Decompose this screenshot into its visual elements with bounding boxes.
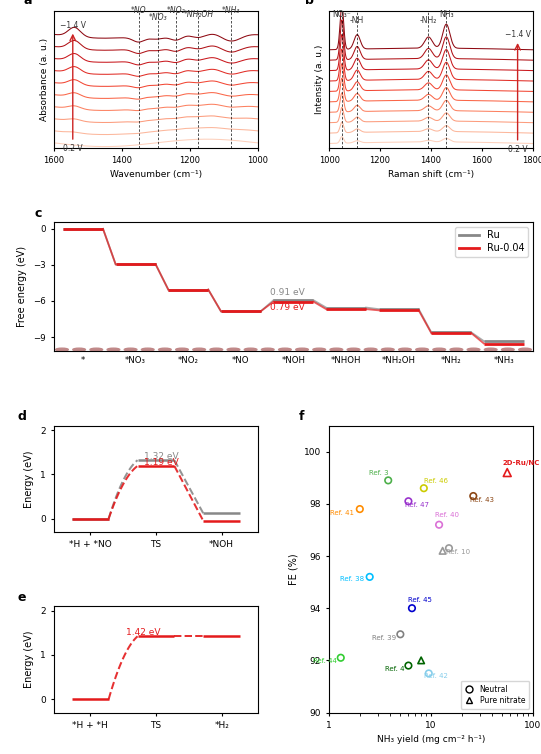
Text: 0.91 eV: 0.91 eV	[270, 288, 305, 297]
Text: a: a	[24, 0, 32, 8]
Text: *NH₃: *NH₃	[221, 6, 240, 15]
Circle shape	[433, 348, 446, 351]
Point	[355, 503, 364, 515]
Text: 0.2 V: 0.2 V	[63, 144, 83, 153]
Text: 0.2 V: 0.2 V	[508, 145, 527, 154]
Text: Ref. 44: Ref. 44	[313, 658, 337, 664]
Text: Ref. 4: Ref. 4	[385, 666, 405, 672]
Text: -NH₂: -NH₂	[420, 16, 437, 25]
Text: *NO₂: *NO₂	[167, 6, 186, 15]
Circle shape	[313, 348, 326, 351]
Circle shape	[484, 348, 497, 351]
Text: 2D-Ru/NC: 2D-Ru/NC	[502, 460, 539, 466]
Point	[396, 628, 405, 640]
Text: Ref. 45: Ref. 45	[408, 597, 432, 603]
Circle shape	[347, 348, 360, 351]
Text: c: c	[35, 207, 42, 219]
Point	[365, 571, 374, 583]
Text: b: b	[305, 0, 314, 8]
Text: 1.42 eV: 1.42 eV	[127, 628, 161, 637]
Point	[404, 495, 413, 507]
Circle shape	[416, 348, 428, 351]
Point	[503, 467, 512, 479]
Point	[419, 482, 428, 494]
X-axis label: NH₃ yield (mg cm⁻² h⁻¹): NH₃ yield (mg cm⁻² h⁻¹)	[377, 735, 485, 744]
Circle shape	[450, 348, 463, 351]
Text: -NH: -NH	[350, 16, 364, 25]
Y-axis label: Intensity (a. u.): Intensity (a. u.)	[314, 44, 324, 114]
Point	[425, 667, 433, 679]
Text: Ref. 41: Ref. 41	[330, 510, 354, 516]
Text: Ref. 38: Ref. 38	[340, 576, 364, 582]
Point	[469, 490, 478, 502]
Circle shape	[227, 348, 240, 351]
Point	[337, 651, 345, 664]
Legend: Ru, Ru-0.04: Ru, Ru-0.04	[456, 226, 528, 257]
Circle shape	[467, 348, 480, 351]
Text: *NO₃: *NO₃	[148, 13, 167, 22]
Circle shape	[330, 348, 342, 351]
Y-axis label: Energy (eV): Energy (eV)	[24, 450, 35, 507]
Text: −1.4 V: −1.4 V	[505, 30, 531, 39]
Point	[438, 545, 447, 557]
X-axis label: Raman shift (cm⁻¹): Raman shift (cm⁻¹)	[388, 170, 474, 179]
Circle shape	[381, 348, 394, 351]
Point	[435, 519, 444, 531]
Y-axis label: Absorbance (a. u.): Absorbance (a. u.)	[39, 38, 49, 121]
Text: −1.4 V: −1.4 V	[60, 21, 86, 30]
Circle shape	[141, 348, 154, 351]
Text: NO₃⁻: NO₃⁻	[333, 10, 351, 19]
Y-axis label: FE (%): FE (%)	[288, 553, 298, 585]
Y-axis label: Energy (eV): Energy (eV)	[24, 630, 35, 688]
Text: Ref. 43: Ref. 43	[470, 497, 494, 503]
Text: *NH₂OH: *NH₂OH	[183, 10, 214, 19]
Point	[404, 660, 413, 672]
Text: 1.32 eV: 1.32 eV	[144, 452, 179, 461]
Circle shape	[296, 348, 308, 351]
Legend: Neutral, Pure nitrate: Neutral, Pure nitrate	[460, 681, 529, 709]
Text: e: e	[17, 591, 26, 604]
Circle shape	[502, 348, 514, 351]
X-axis label: Wavenumber (cm⁻¹): Wavenumber (cm⁻¹)	[110, 170, 202, 179]
Circle shape	[159, 348, 171, 351]
Circle shape	[107, 348, 120, 351]
Text: NH₃: NH₃	[439, 10, 453, 19]
Circle shape	[399, 348, 411, 351]
Circle shape	[519, 348, 531, 351]
Point	[407, 602, 416, 615]
Circle shape	[245, 348, 257, 351]
Circle shape	[124, 348, 137, 351]
Text: Ref. 10: Ref. 10	[446, 549, 470, 555]
Text: Ref. 40: Ref. 40	[435, 512, 459, 518]
Circle shape	[73, 348, 85, 351]
Circle shape	[90, 348, 103, 351]
Circle shape	[210, 348, 223, 351]
Text: *NO: *NO	[131, 6, 147, 15]
Point	[445, 542, 453, 554]
Text: f: f	[299, 410, 304, 423]
Circle shape	[279, 348, 291, 351]
Text: Ref. 39: Ref. 39	[372, 635, 395, 641]
Circle shape	[261, 348, 274, 351]
Text: d: d	[17, 410, 27, 423]
Text: 0.79 eV: 0.79 eV	[270, 303, 305, 312]
Y-axis label: Free energy (eV): Free energy (eV)	[17, 246, 28, 327]
Text: 1.19 eV: 1.19 eV	[144, 458, 179, 467]
Text: Ref. 46: Ref. 46	[424, 478, 448, 484]
Circle shape	[56, 348, 68, 351]
Text: Ref. 42: Ref. 42	[424, 673, 448, 679]
Point	[417, 654, 425, 667]
Text: Ref. 3: Ref. 3	[368, 470, 388, 477]
Circle shape	[176, 348, 188, 351]
Point	[384, 474, 393, 486]
Circle shape	[193, 348, 206, 351]
Circle shape	[364, 348, 377, 351]
Text: Ref. 47: Ref. 47	[405, 501, 428, 507]
